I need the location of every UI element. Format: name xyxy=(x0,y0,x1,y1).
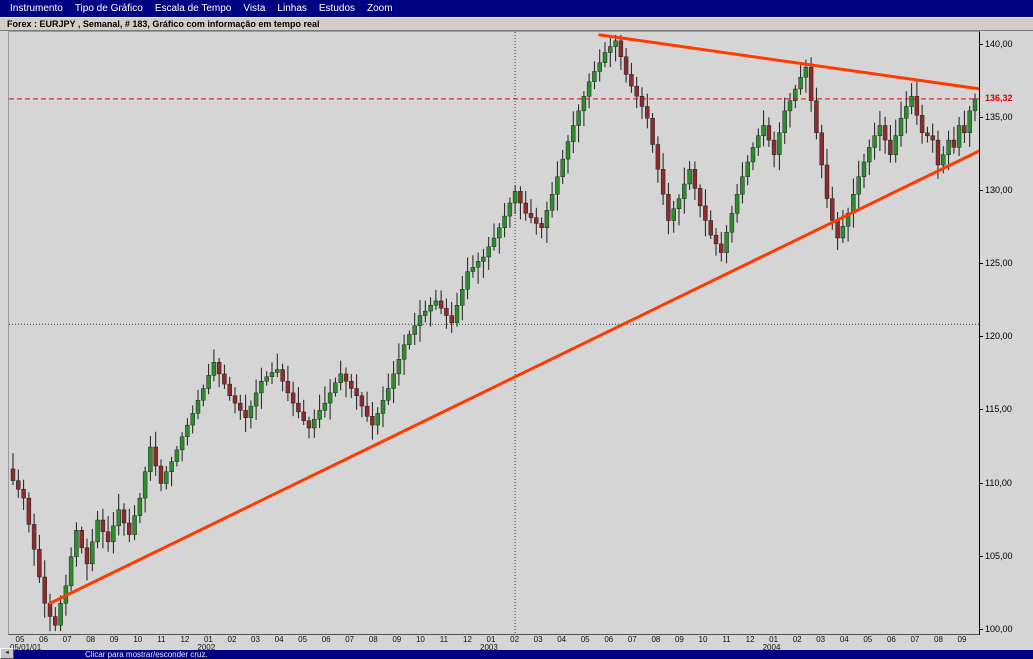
menu-item-linhas[interactable]: Linhas xyxy=(277,3,307,14)
candlestick-plot[interactable] xyxy=(8,31,980,635)
month-label: 02 xyxy=(510,635,520,644)
month-label: 05 xyxy=(15,635,25,644)
month-label: 07 xyxy=(627,635,637,644)
month-label: 04 xyxy=(274,635,284,644)
price-tick-label: 135,00 xyxy=(985,112,1013,123)
month-label: 06 xyxy=(604,635,614,644)
price-tick xyxy=(979,555,983,557)
menu-item-zoom[interactable]: Zoom xyxy=(367,3,393,14)
month-label: 08 xyxy=(86,635,96,644)
month-label: 02 xyxy=(792,635,802,644)
candles-layer xyxy=(10,34,978,632)
month-label: 07 xyxy=(345,635,355,644)
month-label: 11 xyxy=(439,635,449,644)
month-label: 01 xyxy=(769,635,779,644)
month-label: 06 xyxy=(39,635,49,644)
month-label: 07 xyxy=(62,635,72,644)
month-label: 04 xyxy=(557,635,567,644)
chart-info-text: Forex : EURJPY , Semanal, # 183, Gráfico… xyxy=(7,19,320,29)
month-label: 05 xyxy=(580,635,590,644)
trendline-0 xyxy=(598,33,979,91)
month-label: 10 xyxy=(133,635,143,644)
month-label: 01 xyxy=(203,635,213,644)
price-tick-label: 110,00 xyxy=(985,477,1012,488)
month-label: 11 xyxy=(722,635,731,644)
last-price-label: 136,32 xyxy=(985,92,1013,103)
month-label: 08 xyxy=(651,635,661,644)
month-label: 05 xyxy=(298,635,308,644)
month-label: 06 xyxy=(886,635,896,644)
price-tick-label: 115,00 xyxy=(985,404,1012,415)
price-tick xyxy=(979,44,983,46)
status-text: Clicar para mostrar/esconder cruz. xyxy=(85,650,208,659)
menu-item-instrumento[interactable]: Instrumento xyxy=(10,3,63,14)
price-tick-label: 130,00 xyxy=(985,185,1013,196)
chart-info-bar: Forex : EURJPY , Semanal, # 183, Gráfico… xyxy=(0,17,1033,31)
price-tick xyxy=(979,117,983,119)
menu-item-tipo-de-gr-fico[interactable]: Tipo de Gráfico xyxy=(74,3,143,14)
crosshair xyxy=(9,32,979,634)
price-tick xyxy=(979,263,983,265)
month-label: 12 xyxy=(180,635,190,644)
month-label: 04 xyxy=(839,635,849,644)
menu-item-escala-de-tempo[interactable]: Escala de Tempo xyxy=(154,3,232,14)
price-tick xyxy=(979,409,983,411)
status-bar: Clicar para mostrar/esconder cruz. xyxy=(0,650,1033,659)
month-label: 12 xyxy=(745,635,755,644)
month-label: 03 xyxy=(533,635,543,644)
price-tick xyxy=(979,482,983,484)
price-tick xyxy=(979,628,983,630)
month-label: 09 xyxy=(392,635,402,644)
month-label: 09 xyxy=(674,635,684,644)
price-tick-label: 125,00 xyxy=(985,258,1013,269)
month-label: 08 xyxy=(368,635,378,644)
trendline-1 xyxy=(48,149,979,605)
scroll-left-icon: ◄ xyxy=(4,650,10,656)
month-label: 08 xyxy=(934,635,943,644)
menu-item-vista[interactable]: Vista xyxy=(243,3,266,14)
month-label: 03 xyxy=(251,635,260,644)
month-label: 05 xyxy=(863,635,873,644)
price-axis: 140,00 135,00 130,00 125,00 120,00 115,00 110,… xyxy=(979,31,1033,650)
month-label: 03 xyxy=(816,635,826,644)
price-tick-label: 105,00 xyxy=(985,550,1013,561)
month-label: 01 xyxy=(486,635,496,644)
month-label: 09 xyxy=(109,635,119,644)
price-tick-label: 140,00 xyxy=(985,39,1013,50)
scroll-grip[interactable]: ◄ xyxy=(0,648,14,659)
month-label: 02 xyxy=(227,635,237,644)
price-tick xyxy=(979,336,983,338)
price-tick-label: 100,00 xyxy=(985,623,1013,634)
month-label: 06 xyxy=(321,635,331,644)
menu-bar: Instrumento Tipo de Gráfico Escala de Temp… xyxy=(0,0,1033,17)
month-label: 10 xyxy=(415,635,425,644)
chart-area: 140,00 135,00 130,00 125,00 120,00 115,00 110,… xyxy=(0,31,1033,650)
month-label: 12 xyxy=(463,635,472,644)
month-label: 09 xyxy=(957,635,967,644)
month-label: 10 xyxy=(698,635,708,644)
month-label: 11 xyxy=(157,635,166,644)
price-tick-label: 120,00 xyxy=(985,331,1013,342)
menu-item-estudos[interactable]: Estudos xyxy=(318,3,356,14)
month-label: 07 xyxy=(910,635,920,644)
price-tick xyxy=(979,190,983,192)
